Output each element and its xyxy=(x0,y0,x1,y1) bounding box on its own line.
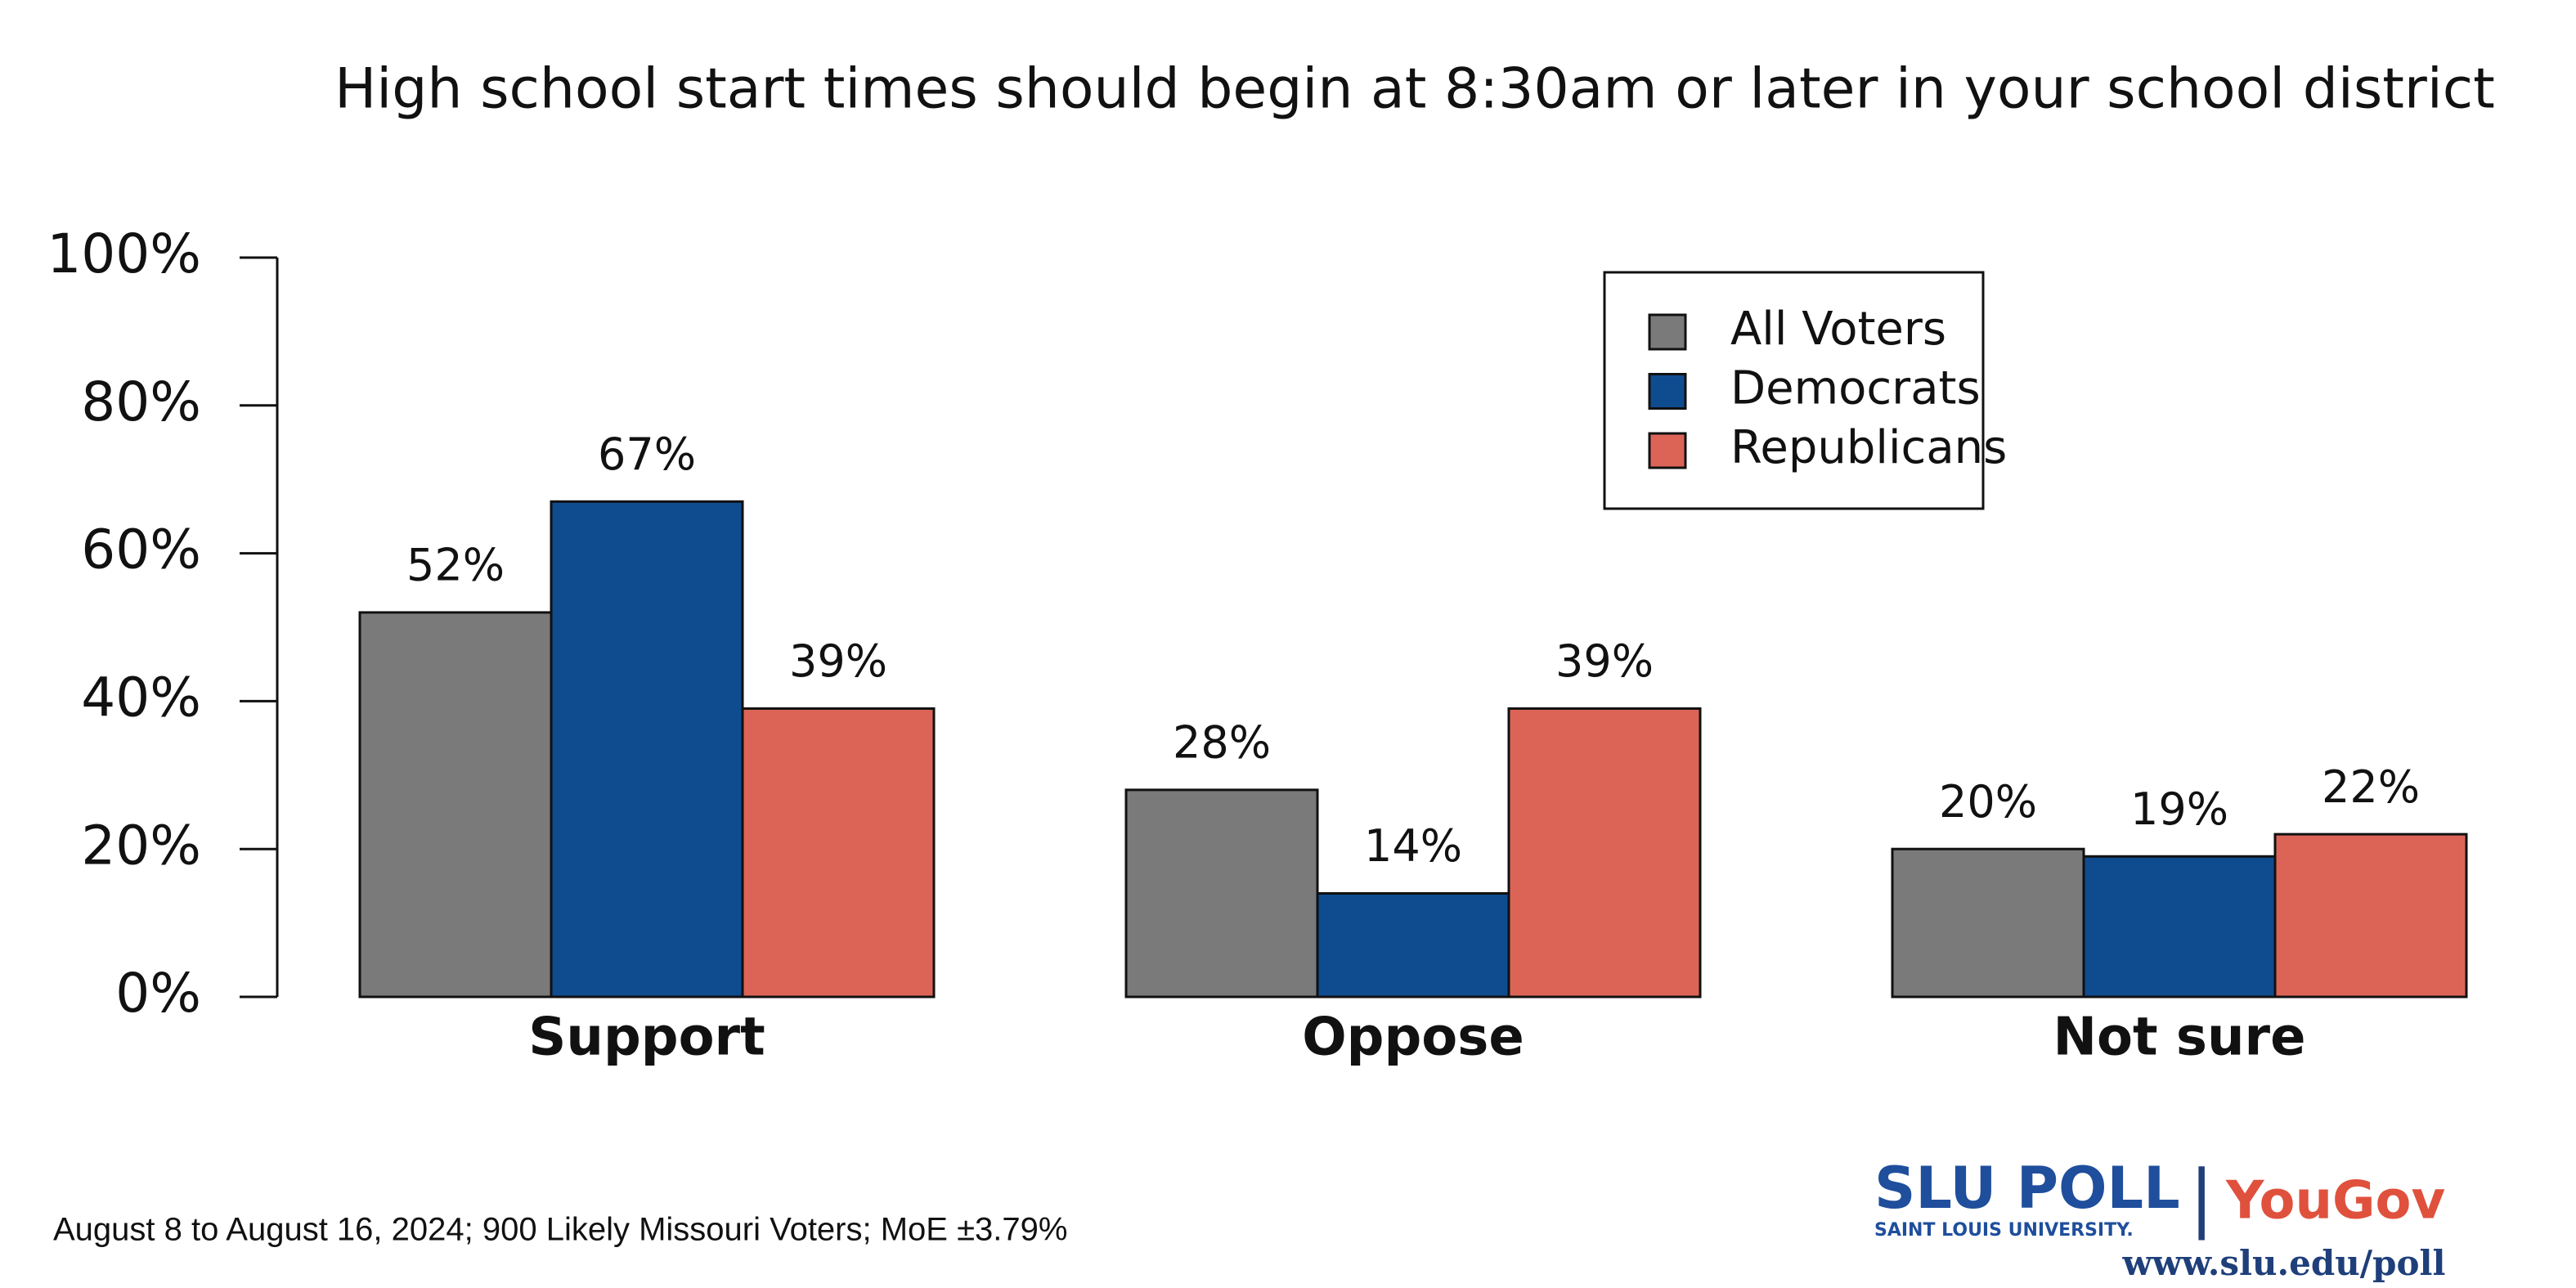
y-tick-label: 20% xyxy=(81,814,201,877)
bar xyxy=(1891,847,2085,999)
value-label: 39% xyxy=(789,635,887,687)
y-tick-label: 100% xyxy=(47,222,201,285)
bar xyxy=(358,611,553,999)
legend-label: Republicans xyxy=(1730,421,2007,474)
legend-swatch xyxy=(1648,432,1687,469)
value-label: 28% xyxy=(1173,717,1271,769)
bar xyxy=(2082,855,2277,999)
bar xyxy=(1124,788,1319,999)
logo-university: SAINT LOUIS UNIVERSITY. xyxy=(1874,1220,2134,1241)
bar xyxy=(741,707,936,999)
logo-partner: YouGov xyxy=(2225,1171,2445,1232)
value-label: 39% xyxy=(1555,635,1654,687)
chart-title: High school start times should begin at … xyxy=(334,57,2495,122)
logo-url: www.slu.edu/poll xyxy=(2122,1243,2446,1283)
y-tick-label: 60% xyxy=(81,518,201,581)
legend-label: Democrats xyxy=(1730,362,1981,415)
bar xyxy=(1316,891,1510,999)
y-tick-label: 40% xyxy=(81,666,201,729)
bar xyxy=(2273,832,2468,999)
x-tick-label: Support xyxy=(528,1008,765,1068)
bar xyxy=(1507,707,1702,999)
legend-box xyxy=(1603,271,1985,510)
value-label: 67% xyxy=(598,429,696,480)
y-tick-label: 0% xyxy=(115,962,201,1025)
value-label: 14% xyxy=(1364,820,1462,872)
legend-swatch xyxy=(1648,373,1687,410)
bar xyxy=(550,500,744,999)
footer-note: August 8 to August 16, 2024; 900 Likely … xyxy=(53,1212,1067,1248)
logo-separator: | xyxy=(2189,1155,2214,1241)
logo-name: SLU POLL xyxy=(1874,1155,2180,1222)
value-label: 22% xyxy=(2322,761,2420,813)
value-label: 20% xyxy=(1939,776,2037,828)
x-tick-label: Oppose xyxy=(1302,1008,1524,1068)
x-tick-label: Not sure xyxy=(2053,1008,2305,1068)
legend-swatch xyxy=(1648,313,1687,351)
y-tick-label: 80% xyxy=(81,370,201,433)
value-label: 52% xyxy=(406,540,505,591)
legend-label: All Voters xyxy=(1730,303,1946,356)
value-label: 19% xyxy=(2130,783,2228,835)
